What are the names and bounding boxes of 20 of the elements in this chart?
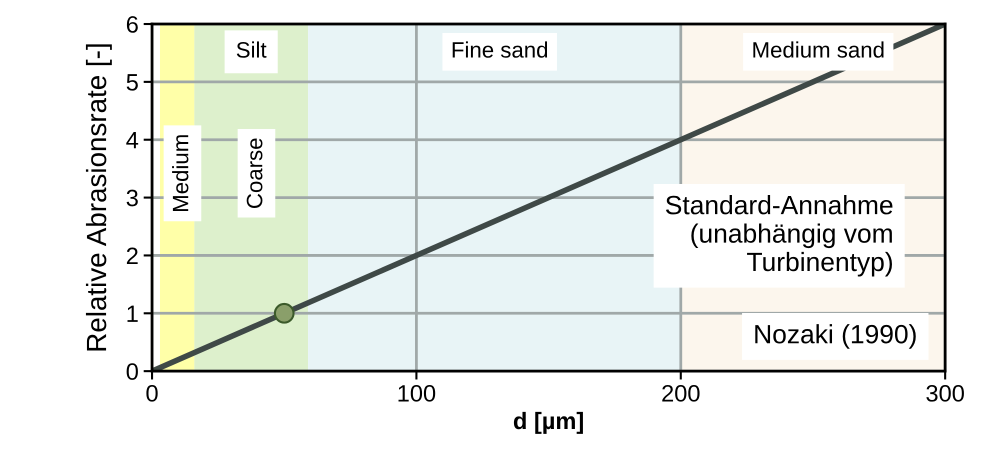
y-axis-title: Relative Abrasionsrate [-] [86,44,112,350]
x-tick-label: 200 [662,384,700,402]
y-tick-label: 5 [126,74,138,91]
y-tick-label: 0 [126,363,138,380]
annotation: Nozaki (1990) [755,324,916,349]
band-label: Medium [172,135,188,211]
x-axis-title: d [µm] [514,412,583,434]
x-tick-label: 0 [146,384,158,402]
y-tick-label: 3 [126,190,138,206]
annotation: Silt [236,41,266,58]
y-tick-label: 4 [126,132,138,148]
y-tick-label: 6 [126,16,138,33]
band-label: Fine sand [452,41,548,58]
y-tick-label: 2 [126,248,138,264]
x-tick-label: 100 [398,384,436,402]
band-label: Coarse [246,138,262,208]
annotation: Standard-Annahme (unabhängig vom Turbinentyp) [666,195,892,276]
band-label: Medium sand [753,41,884,58]
x-tick-label: 300 [926,384,964,402]
y-tick-label: 1 [128,306,138,322]
